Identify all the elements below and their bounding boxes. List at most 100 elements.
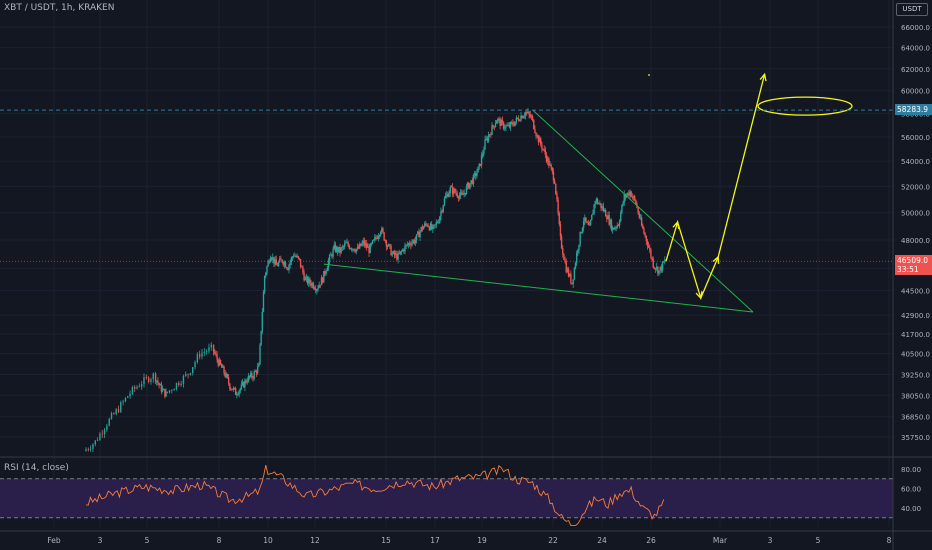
candle-body [158,382,160,386]
resistance-price-label: 58283.9 [895,104,932,116]
candle-body [346,242,348,244]
candle-body [577,250,579,253]
candle-body [231,389,233,390]
candle-body [661,261,664,271]
candle-body [578,244,580,251]
candle-body [499,119,501,126]
candle-body [377,236,380,239]
candle-body [649,247,651,250]
candle-body [205,351,208,353]
candle-body [488,134,491,136]
candle-body [166,391,168,393]
candle-body [164,388,166,397]
candle-body [559,224,562,237]
candle-body [535,132,537,137]
candle-body [237,394,239,396]
currency-badge[interactable]: USDT [896,3,928,16]
candle-body [507,125,509,126]
candle-body [650,249,652,258]
candle-body [230,389,232,390]
candle-body [305,277,308,279]
candle-body [248,375,251,377]
candle-body [637,207,639,214]
candle-body [520,115,522,121]
candle-body [627,192,629,195]
candle-body [580,232,583,233]
candle-body [485,138,487,140]
candle-body [476,172,478,177]
candle-body [221,364,223,368]
candle-body [396,253,398,260]
candle-body [159,384,161,386]
candle-body [319,284,322,286]
current-price-text: 46509.0 [897,256,929,266]
candle-body [339,247,341,253]
candle-body [515,117,518,122]
candle-body [468,182,470,189]
candle-body [328,255,331,261]
candle-body [208,347,210,352]
candle-body [569,273,571,277]
candle-body [391,253,393,256]
rsi-tick-label: 80.00 [901,466,921,474]
rsi-title[interactable]: RSI (14, close) [4,463,69,473]
candle-body [411,242,413,246]
candle-body [355,249,357,252]
candle-body [658,270,660,274]
candle-body [410,244,412,246]
symbol-title[interactable]: XBT / USDT, 1h, KRAKEN [4,3,115,13]
candle-body [531,116,534,120]
candle-body [545,154,548,162]
candle-body [304,278,306,281]
candle-body [401,249,404,252]
candle-body [484,139,486,150]
candle-body [524,112,527,116]
candle-body [446,194,448,197]
candle-body [223,366,225,373]
candle-body [566,269,569,273]
candle-body [215,353,217,355]
candle-body [414,240,417,244]
marker-dot [648,74,650,76]
candle-body [427,225,429,227]
candle-body [565,261,567,273]
candle-body [508,125,511,128]
candle-body [376,237,378,239]
lower-trendline [323,263,754,313]
candle-body [572,279,574,285]
candle-body [546,158,549,162]
candle-body [523,115,526,117]
candle-body [335,247,338,252]
candle-body [255,371,258,374]
candle-body [160,384,163,392]
price-tick-label: 42900.0 [901,312,930,320]
drawing-annotations[interactable] [323,72,853,313]
candle-body [432,226,434,230]
candle-body [405,244,407,246]
price-tick-label: 41700.0 [901,331,930,339]
candle-body [567,269,570,277]
candle-body [600,203,602,208]
candle-body [425,223,427,225]
candle-body [399,251,402,254]
candle-body [182,375,185,384]
candle-body [465,186,468,194]
candle-body [656,266,658,270]
candle-body [252,377,254,379]
candle-body [522,116,525,119]
rsi-tick-label: 60.00 [901,486,921,494]
candle-body [623,194,625,203]
candle-body [482,153,484,156]
candle-body [152,373,154,380]
candle-body [513,124,515,126]
candle-body [633,196,636,200]
candle-body [587,222,589,225]
candle-body [256,366,259,374]
candle-body [506,125,508,127]
candle-body [198,354,201,357]
candle-body [89,448,92,450]
candle-body [437,222,440,224]
candle-body [538,138,541,143]
candle-body [318,284,320,288]
